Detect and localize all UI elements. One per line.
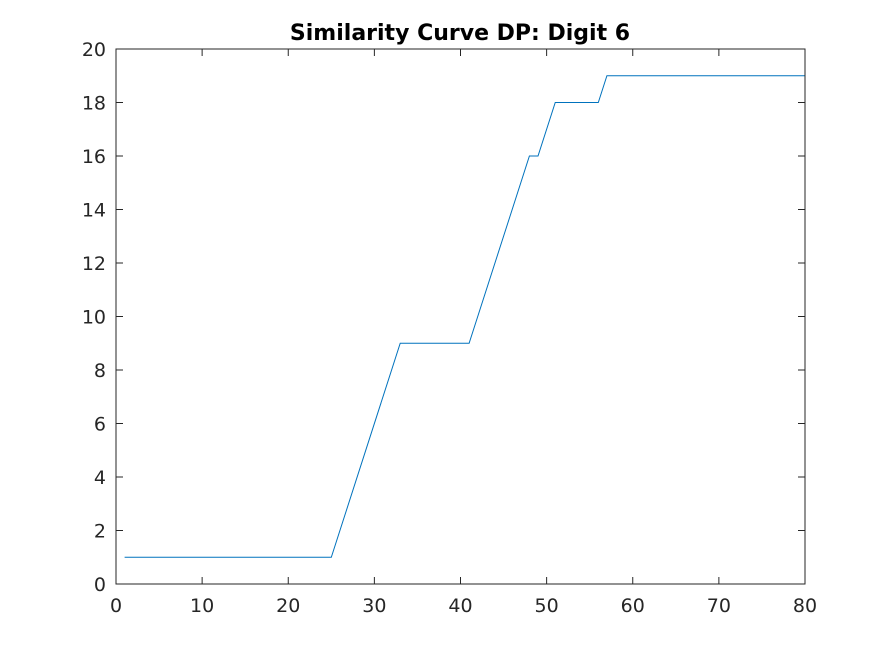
series-line-0 <box>124 75 805 558</box>
y-tick-label-4: 8 <box>94 360 106 382</box>
y-tick-label-5: 10 <box>82 307 106 329</box>
x-tick-label-3: 30 <box>362 595 386 617</box>
y-tick-label-1: 2 <box>94 521 106 543</box>
y-tick-label-6: 12 <box>82 253 106 275</box>
y-tick-label-9: 18 <box>82 93 106 115</box>
y-tick-label-8: 16 <box>82 146 106 168</box>
plot-frame <box>115 48 806 585</box>
x-tick-label-6: 60 <box>621 595 645 617</box>
x-tick-label-5: 50 <box>535 595 559 617</box>
x-tick-label-2: 20 <box>276 595 300 617</box>
plot-area <box>116 49 805 584</box>
y-tick-labels: 0 2 4 6 8 10 12 14 16 18 20 <box>82 39 106 596</box>
y-tick-label-2: 4 <box>94 467 106 489</box>
chart-title: Similarity Curve DP: Digit 6 <box>290 21 630 46</box>
series-layer <box>124 75 805 558</box>
x-tick-label-1: 10 <box>190 595 214 617</box>
x-tick-label-4: 40 <box>448 595 472 617</box>
x-tick-labels: 0 10 20 30 40 50 60 70 80 <box>110 595 817 617</box>
y-tick-label-7: 14 <box>82 200 106 222</box>
x-tick-label-7: 70 <box>707 595 731 617</box>
y-tick-label-3: 6 <box>94 414 106 436</box>
y-tick-label-0: 0 <box>94 574 106 596</box>
y-tick-label-10: 20 <box>82 39 106 61</box>
x-tick-label-0: 0 <box>110 595 122 617</box>
x-tick-label-8: 80 <box>793 595 817 617</box>
